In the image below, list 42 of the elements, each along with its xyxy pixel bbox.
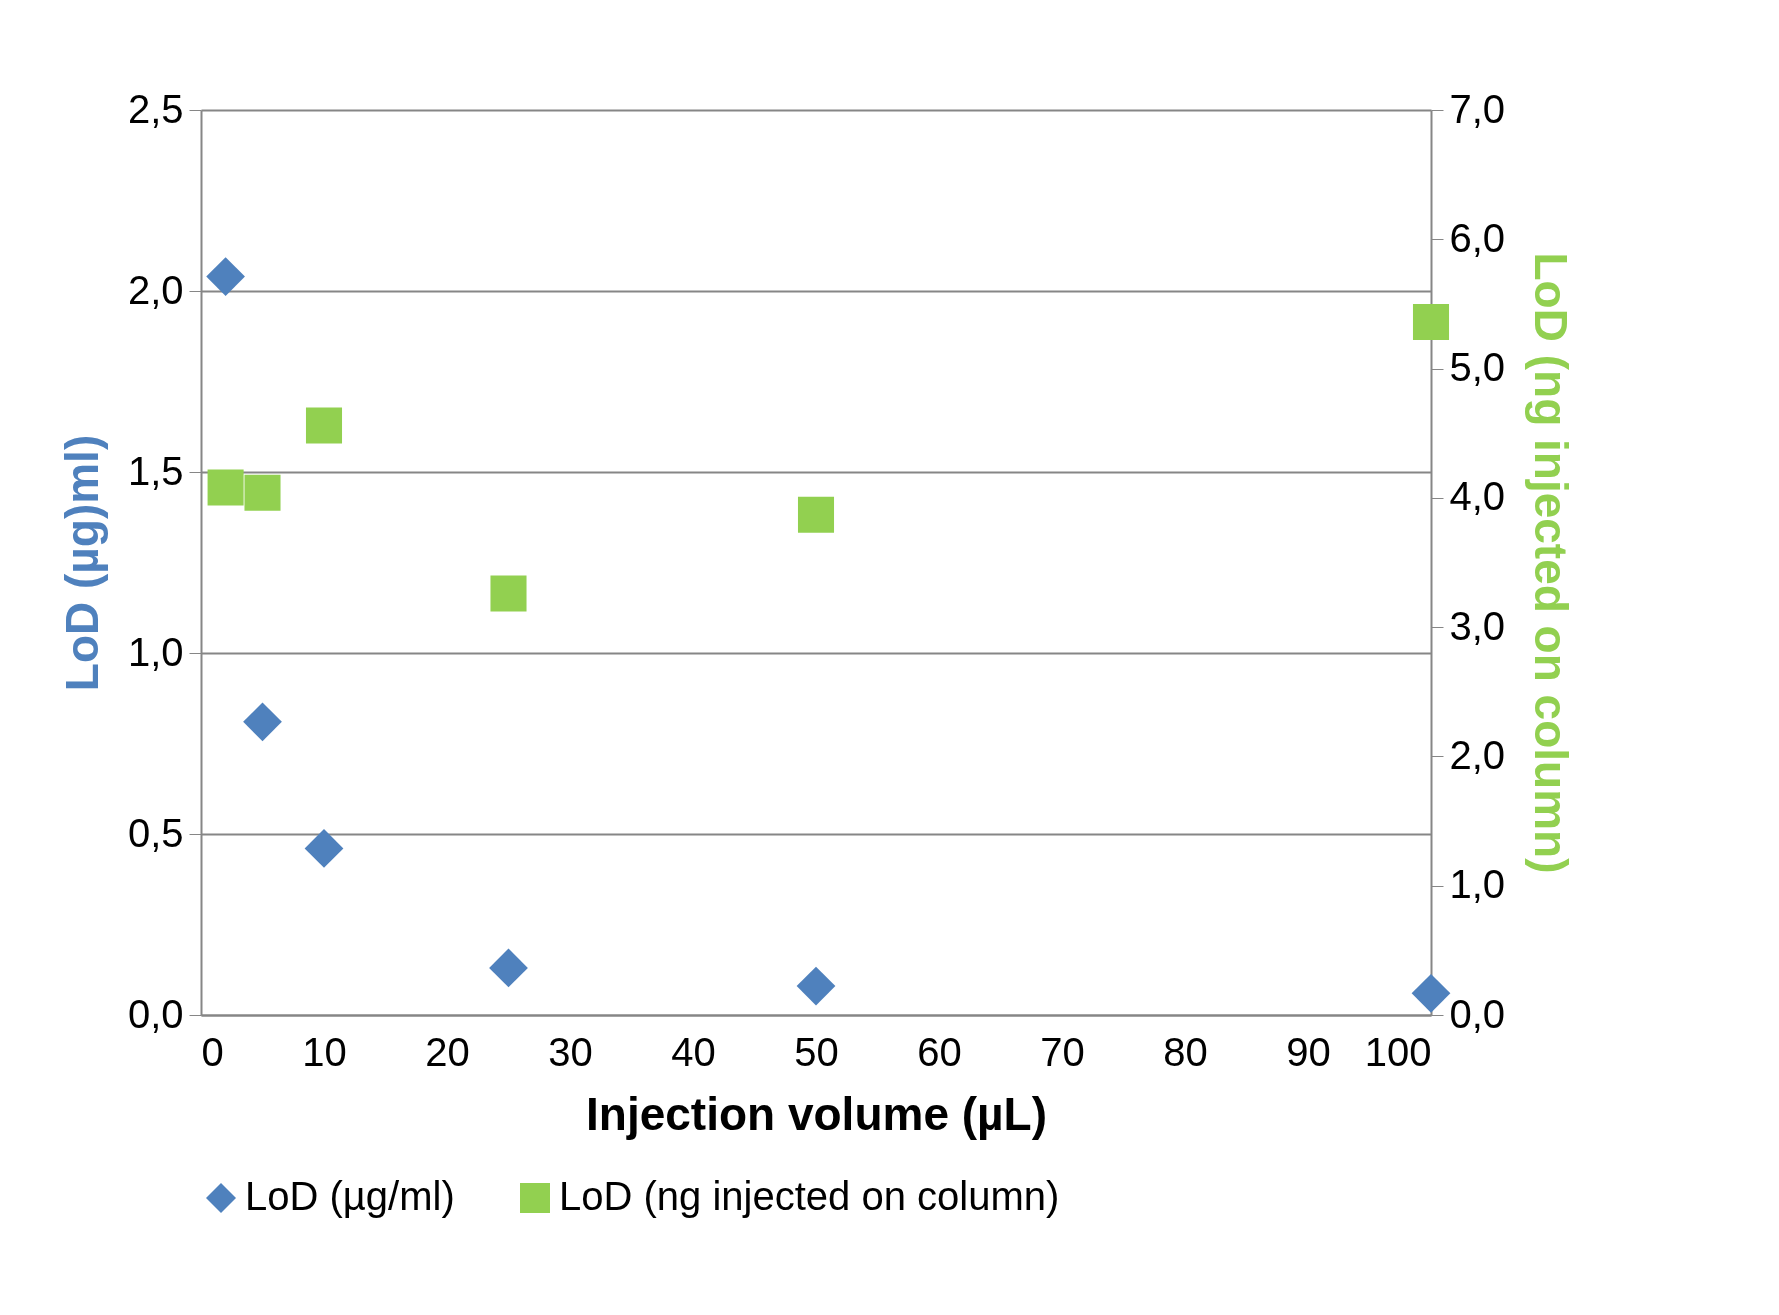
point — [490, 575, 527, 612]
point — [1411, 973, 1451, 1013]
y2-tick-label: 1,0 — [1449, 862, 1506, 907]
y2-tick-label: 5,0 — [1449, 345, 1506, 390]
legend-label: LoD (ng injected on column) — [559, 1174, 1060, 1218]
x-axis-title: Injection volume (µL) — [586, 1087, 1047, 1140]
x-tick-label: 100 — [1364, 1029, 1432, 1074]
y2-tick-label: 6,0 — [1449, 215, 1506, 260]
x-tick-label: 20 — [425, 1029, 470, 1074]
point — [1412, 304, 1450, 341]
point — [243, 702, 282, 742]
y2-axis-title: LoD (ng injected on column) — [1525, 252, 1578, 874]
y-tick-label: 2,5 — [127, 86, 184, 131]
y-tick-label: 1,5 — [127, 448, 184, 493]
x-tick-label: 90 — [1286, 1029, 1331, 1074]
y2-tick-label: 4,0 — [1449, 474, 1506, 519]
point — [305, 407, 343, 444]
y-tick-label: 0,0 — [127, 991, 184, 1036]
point — [206, 257, 245, 296]
point — [797, 496, 835, 533]
point — [489, 948, 528, 988]
x-tick-label: 10 — [302, 1029, 347, 1074]
legend-label: LoD (µg/ml) — [245, 1174, 455, 1218]
y2-tick-label: 0,0 — [1449, 991, 1506, 1036]
y2-tick-label: 2,0 — [1449, 732, 1506, 777]
y-tick-label: 0,5 — [127, 810, 184, 855]
point — [207, 469, 244, 506]
y2-tick-label: 7,0 — [1449, 86, 1506, 131]
x-tick-label: 80 — [1163, 1029, 1208, 1074]
x-tick-label: 70 — [1040, 1029, 1085, 1074]
point — [244, 474, 281, 511]
point — [304, 829, 344, 868]
x-tick-label: 50 — [794, 1029, 839, 1074]
x-tick-label: 30 — [548, 1029, 593, 1074]
y-tick-label: 1,0 — [127, 629, 184, 674]
x-tick-label: 40 — [671, 1029, 716, 1074]
y-tick-label: 2,0 — [127, 267, 184, 312]
x-tick-label: 60 — [917, 1029, 962, 1074]
x-tick-label: 0 — [201, 1029, 224, 1074]
y2-tick-label: 3,0 — [1449, 603, 1506, 648]
point — [796, 966, 836, 1006]
y-axis-title: LoD (µg)ml) — [55, 434, 108, 692]
